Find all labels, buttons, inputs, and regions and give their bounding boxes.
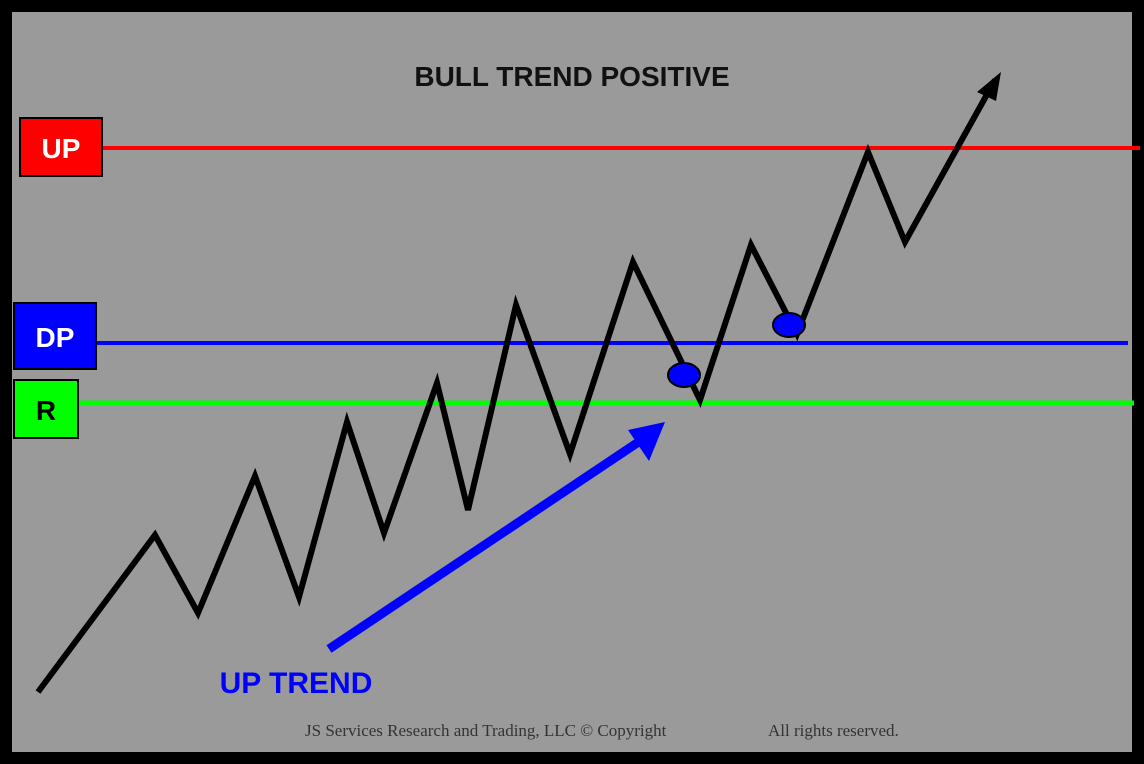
up-trend-arrowhead [628,422,665,461]
dp-level-box: DP [13,302,97,370]
copyright-text: JS Services Research and Trading, LLC © … [305,721,667,740]
r-level-box: R [13,379,79,439]
rights-text: All rights reserved. [768,721,899,740]
pullback-marker [772,312,806,338]
up-level-label: UP [42,133,81,164]
diagram-title: BULL TREND POSITIVE [414,61,729,92]
price-arrowhead [977,72,1001,101]
dp-box-background [13,302,97,370]
r-box-background [13,379,79,439]
up-level-box: UP [19,117,103,177]
up-trend-arrow-shaft [326,437,643,653]
pullback-marker [667,362,701,388]
up-box-background [19,117,103,177]
up-trend-label: UP TREND [220,667,373,700]
r-level-label: R [36,395,56,426]
diagram-panel [12,12,1132,752]
price-zigzag-line [35,78,998,694]
dp-level-label: DP [36,322,75,353]
